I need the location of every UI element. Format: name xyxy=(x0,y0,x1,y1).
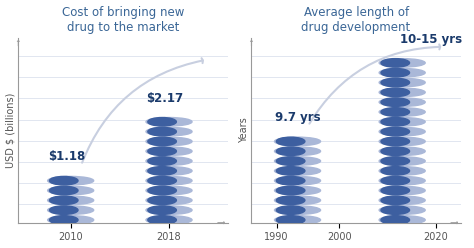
Ellipse shape xyxy=(47,186,94,195)
Title: Average length of
drug development: Average length of drug development xyxy=(301,5,411,33)
Ellipse shape xyxy=(381,167,410,175)
Ellipse shape xyxy=(381,216,410,224)
Ellipse shape xyxy=(276,137,305,146)
Ellipse shape xyxy=(49,196,78,205)
Ellipse shape xyxy=(148,147,176,155)
Ellipse shape xyxy=(379,98,425,106)
Ellipse shape xyxy=(274,167,320,175)
Ellipse shape xyxy=(148,127,176,136)
Ellipse shape xyxy=(276,147,305,155)
Ellipse shape xyxy=(47,216,94,224)
Ellipse shape xyxy=(274,206,320,214)
Text: $1.18: $1.18 xyxy=(48,151,85,163)
Ellipse shape xyxy=(274,186,320,195)
Ellipse shape xyxy=(379,108,425,116)
Ellipse shape xyxy=(276,216,305,224)
Ellipse shape xyxy=(276,176,305,185)
Ellipse shape xyxy=(379,88,425,96)
Ellipse shape xyxy=(148,176,176,185)
Ellipse shape xyxy=(47,176,94,185)
Ellipse shape xyxy=(381,59,410,67)
Ellipse shape xyxy=(146,186,192,195)
Ellipse shape xyxy=(379,59,425,67)
Ellipse shape xyxy=(148,157,176,165)
Ellipse shape xyxy=(381,157,410,165)
Ellipse shape xyxy=(274,176,320,185)
Ellipse shape xyxy=(381,108,410,116)
Ellipse shape xyxy=(148,118,176,126)
Ellipse shape xyxy=(276,206,305,214)
Ellipse shape xyxy=(276,186,305,195)
Ellipse shape xyxy=(381,137,410,146)
Ellipse shape xyxy=(381,68,410,77)
Ellipse shape xyxy=(276,167,305,175)
Y-axis label: Years: Years xyxy=(239,117,249,143)
Ellipse shape xyxy=(146,196,192,205)
Ellipse shape xyxy=(49,206,78,214)
Ellipse shape xyxy=(381,196,410,205)
Ellipse shape xyxy=(146,118,192,126)
Ellipse shape xyxy=(381,127,410,136)
Ellipse shape xyxy=(381,78,410,87)
Ellipse shape xyxy=(146,127,192,136)
Ellipse shape xyxy=(146,147,192,155)
Ellipse shape xyxy=(49,186,78,195)
Ellipse shape xyxy=(49,176,78,185)
Ellipse shape xyxy=(146,157,192,165)
Ellipse shape xyxy=(381,206,410,214)
Ellipse shape xyxy=(379,68,425,77)
Ellipse shape xyxy=(379,186,425,195)
Text: $2.17: $2.17 xyxy=(146,92,183,105)
Ellipse shape xyxy=(379,206,425,214)
Ellipse shape xyxy=(146,216,192,224)
Ellipse shape xyxy=(148,196,176,205)
Ellipse shape xyxy=(381,88,410,96)
Ellipse shape xyxy=(148,216,176,224)
Ellipse shape xyxy=(379,147,425,155)
Ellipse shape xyxy=(148,206,176,214)
Ellipse shape xyxy=(379,176,425,185)
Ellipse shape xyxy=(379,216,425,224)
Ellipse shape xyxy=(379,167,425,175)
Ellipse shape xyxy=(379,196,425,205)
Ellipse shape xyxy=(379,127,425,136)
Ellipse shape xyxy=(381,147,410,155)
Y-axis label: USD $ (billions): USD $ (billions) xyxy=(6,93,16,168)
Ellipse shape xyxy=(148,137,176,146)
Ellipse shape xyxy=(276,157,305,165)
Ellipse shape xyxy=(381,186,410,195)
Ellipse shape xyxy=(379,118,425,126)
Title: Cost of bringing new
drug to the market: Cost of bringing new drug to the market xyxy=(62,5,184,33)
Ellipse shape xyxy=(148,186,176,195)
Ellipse shape xyxy=(148,167,176,175)
Ellipse shape xyxy=(49,216,78,224)
Ellipse shape xyxy=(381,118,410,126)
Ellipse shape xyxy=(379,78,425,87)
Ellipse shape xyxy=(274,157,320,165)
Ellipse shape xyxy=(47,206,94,214)
Ellipse shape xyxy=(381,176,410,185)
Ellipse shape xyxy=(379,157,425,165)
Ellipse shape xyxy=(146,167,192,175)
Ellipse shape xyxy=(274,196,320,205)
Text: 9.7 yrs: 9.7 yrs xyxy=(275,111,320,124)
Ellipse shape xyxy=(274,137,320,146)
Ellipse shape xyxy=(146,176,192,185)
Ellipse shape xyxy=(276,196,305,205)
Ellipse shape xyxy=(381,98,410,106)
Ellipse shape xyxy=(146,206,192,214)
Text: 10-15 yrs: 10-15 yrs xyxy=(401,33,463,46)
Ellipse shape xyxy=(274,216,320,224)
Ellipse shape xyxy=(146,137,192,146)
Ellipse shape xyxy=(379,137,425,146)
Ellipse shape xyxy=(47,196,94,205)
Ellipse shape xyxy=(274,147,320,155)
